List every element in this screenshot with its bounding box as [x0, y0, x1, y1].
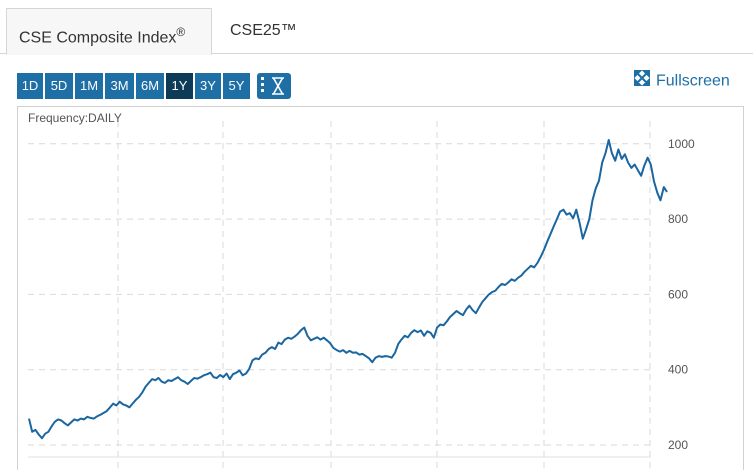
tab-label: CSE Composite Index [19, 29, 177, 47]
range-button-3y[interactable]: 3Y [195, 73, 221, 99]
range-button-1m[interactable]: 1M [75, 73, 103, 99]
range-button-5d[interactable]: 5D [45, 73, 73, 99]
y-tick-label: 400 [668, 363, 688, 377]
fullscreen-button[interactable]: Fullscreen [634, 70, 730, 92]
tab-label: CSE25™ [230, 22, 297, 39]
more-options-icon[interactable] [261, 77, 265, 95]
y-tick-label: 200 [668, 438, 688, 452]
chart-tools-group [257, 73, 291, 99]
index-tab-bar: CSE Composite Index® CSE25™ [0, 0, 753, 55]
index-line-chart[interactable]: 200 400 600 800 1000 [18, 107, 743, 471]
expand-icon [634, 70, 650, 93]
fullscreen-label: Fullscreen [656, 72, 730, 90]
frequency-label: Frequency:DAILY [28, 111, 122, 125]
y-tick-label: 800 [668, 212, 688, 226]
hourglass-icon[interactable] [271, 77, 285, 100]
chart-toolbar: 1D 5D 1M 3M 6M 1Y 3Y 5Y Fullscreen [0, 70, 753, 100]
range-button-1y[interactable]: 1Y [166, 73, 193, 99]
range-button-1d[interactable]: 1D [17, 73, 43, 99]
series-line [28, 139, 668, 440]
tab-cse-composite-index[interactable]: CSE Composite Index® [6, 8, 212, 55]
range-button-5y[interactable]: 5Y [223, 73, 250, 99]
y-tick-label: 1000 [668, 137, 695, 151]
registered-mark: ® [176, 25, 186, 39]
range-button-3m[interactable]: 3M [105, 73, 134, 99]
chart-panel: Frequency:DAILY 200 400 600 800 1000 [17, 106, 744, 471]
range-button-6m[interactable]: 6M [136, 73, 164, 99]
y-tick-label: 600 [668, 287, 688, 301]
tab-cse25[interactable]: CSE25™ [218, 8, 309, 54]
